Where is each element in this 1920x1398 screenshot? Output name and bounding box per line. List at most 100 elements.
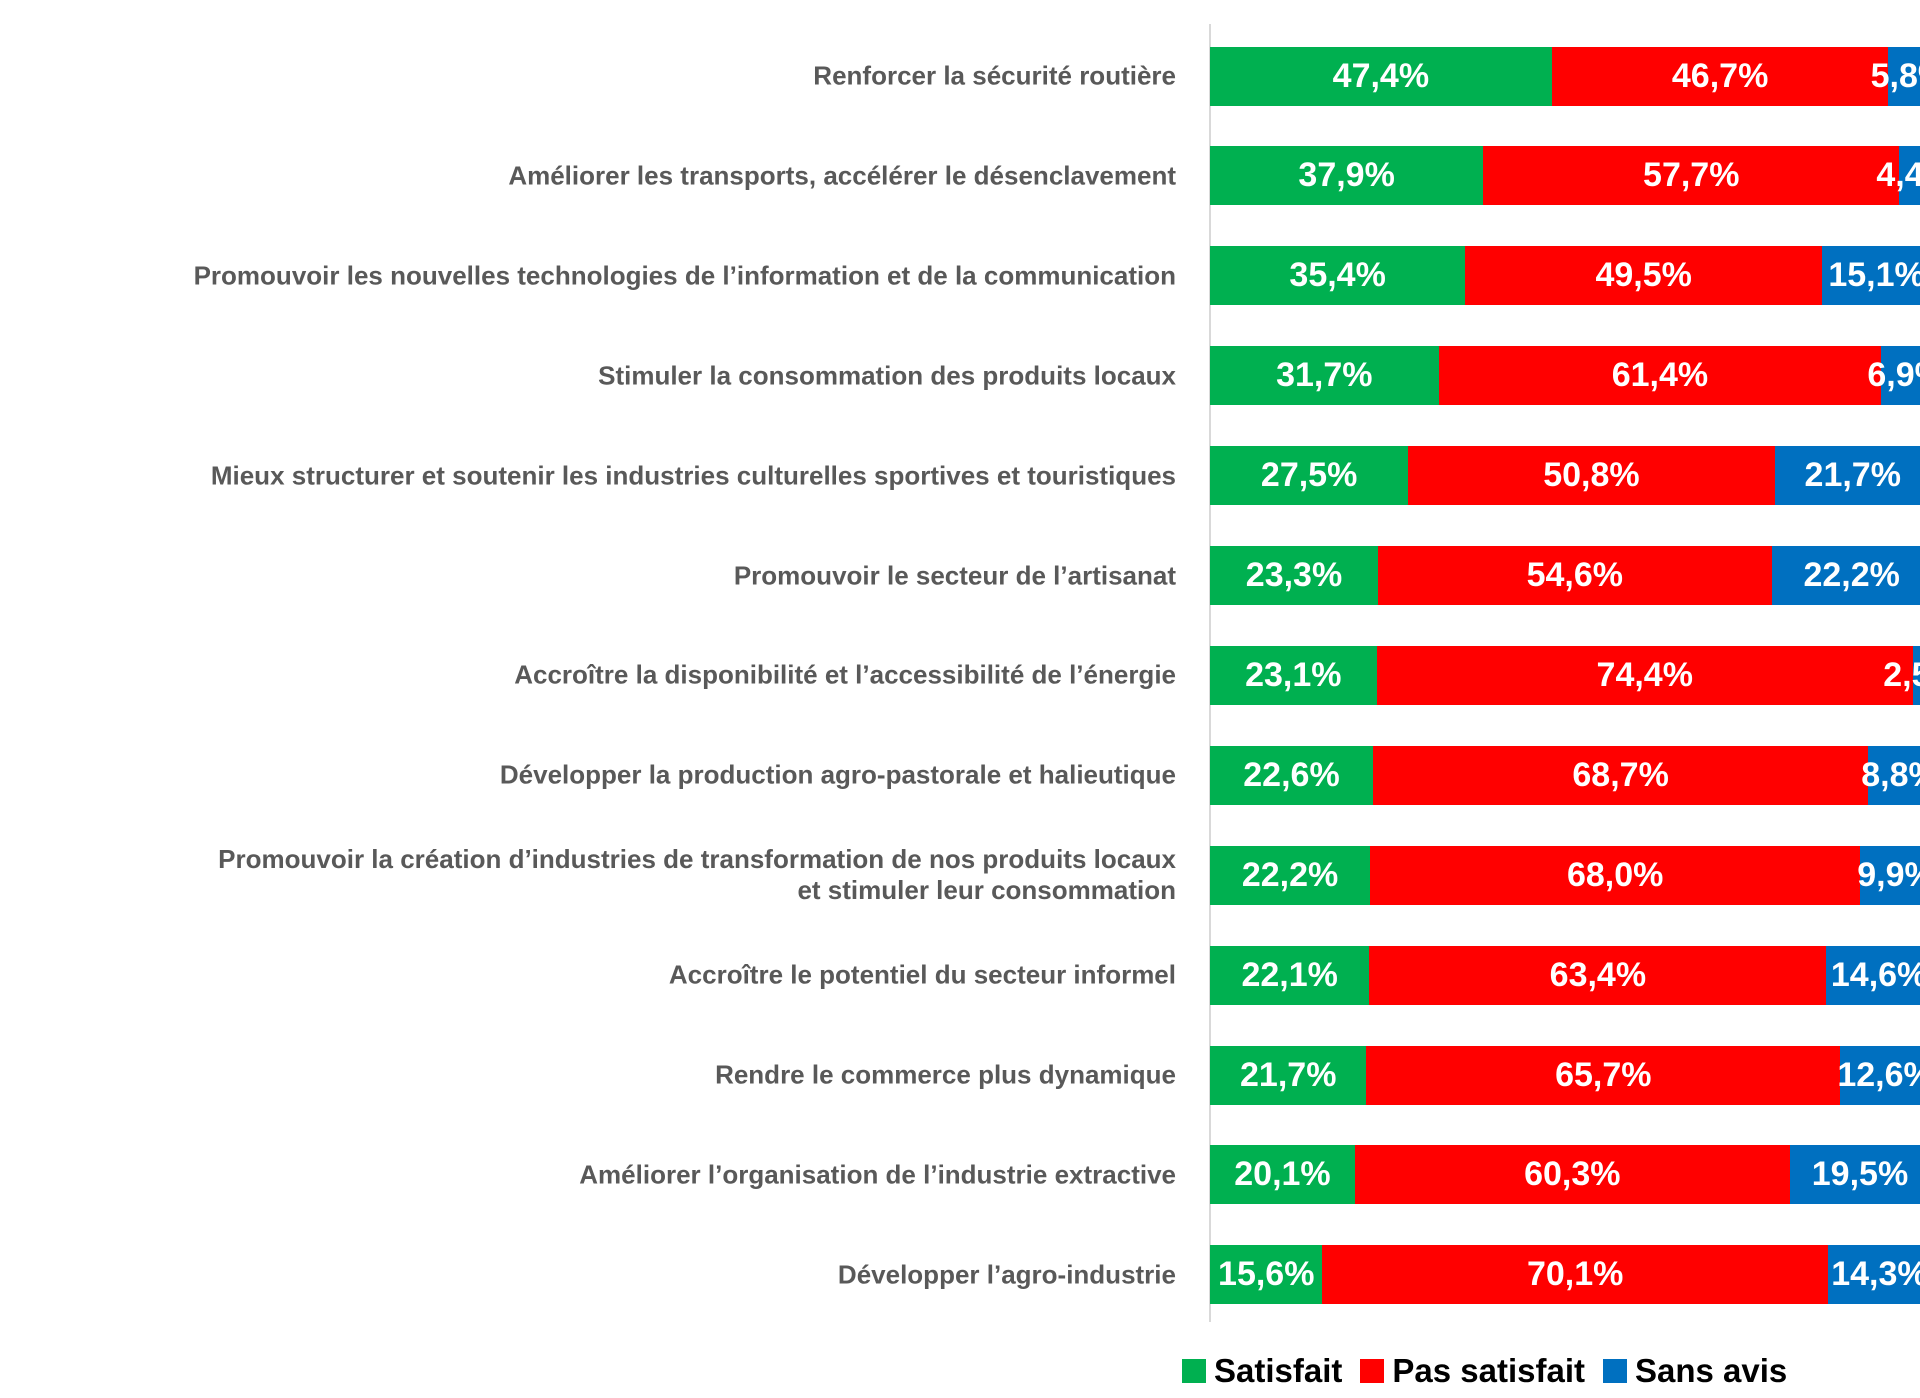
value-label: 14,3% (1831, 1255, 1920, 1294)
bar-segment: 22,6% (1210, 745, 1373, 805)
bar-segment: 35,4% (1210, 246, 1466, 306)
bar-segment: 70,1% (1322, 1245, 1828, 1305)
category-label: Développer la production agro-pastorale … (499, 759, 1176, 790)
value-label: 54,6% (1526, 556, 1624, 594)
bar-segment: 12,6% (1837, 1045, 1920, 1105)
value-label: 14,6% (1830, 955, 1920, 994)
value-label: 8,8% (1861, 755, 1920, 794)
category-label: Améliorer l’organisation de l’industrie … (579, 1159, 1176, 1190)
bar-segment: 4,4% (1876, 146, 1920, 206)
value-label: 49,5% (1595, 256, 1692, 295)
bar-segment: 23,1% (1210, 645, 1377, 705)
bar-segment: 22,2% (1771, 546, 1920, 605)
legend-label: Satisfait (1214, 1352, 1343, 1389)
bar-segment: 2,5% (1883, 645, 1920, 705)
value-label: 35,4% (1289, 256, 1386, 295)
bar-segment: 74,4% (1376, 645, 1913, 705)
value-label: 22,2% (1803, 556, 1900, 594)
bar-segment: 19,5% (1789, 1145, 1920, 1205)
value-label: 70,1% (1526, 1255, 1624, 1294)
category-label: Promouvoir les nouvelles technologies de… (193, 260, 1176, 291)
value-label: 63,4% (1549, 955, 1647, 994)
bar-segment: 6,9% (1867, 346, 1920, 406)
bar-segment: 22,1% (1210, 945, 1370, 1005)
bar-segment: 65,7% (1366, 1045, 1841, 1105)
bar-segment: 47,4% (1210, 46, 1552, 106)
value-label: 20,1% (1234, 1155, 1331, 1194)
legend: Satisfait Pas satisfait Sans avis (1182, 1352, 1787, 1390)
value-label: 50,8% (1543, 456, 1640, 495)
legend-item: Sans avis (1602, 1352, 1788, 1390)
category-label: Renforcer la sécurité routière (813, 60, 1176, 91)
legend-swatch (1360, 1359, 1385, 1383)
bar-segment: 14,6% (1826, 945, 1920, 1005)
bar-segment: 60,3% (1354, 1145, 1790, 1205)
bar-segment: 5,8% (1871, 46, 1920, 106)
bar-segment: 68,0% (1370, 845, 1861, 905)
category-label: Stimuler la consommation des produits lo… (598, 360, 1176, 391)
category-label: Développer l’agro-industrie (837, 1259, 1176, 1290)
bar-segment: 27,5% (1210, 446, 1409, 506)
bar-segment: 9,9% (1857, 845, 1920, 905)
bar-segment: 15,6% (1210, 1245, 1323, 1305)
value-label: 68,0% (1566, 855, 1664, 894)
value-label: 60,3% (1524, 1155, 1621, 1194)
category-label: Accroître le potentiel du secteur inform… (668, 959, 1176, 990)
bar-segment: 57,7% (1483, 146, 1900, 206)
value-label: 12,6% (1837, 1055, 1920, 1094)
bar-segment: 61,4% (1438, 346, 1882, 406)
category-label: Améliorer les transports, accélérer le d… (508, 160, 1176, 191)
bar-segment: 14,3% (1827, 1245, 1920, 1305)
legend-label: Pas satisfait (1392, 1352, 1585, 1389)
bar-segment: 15,1% (1822, 246, 1920, 306)
value-label: 23,3% (1245, 556, 1343, 594)
bar-segment: 54,6% (1377, 546, 1772, 605)
value-label: 65,7% (1555, 1055, 1652, 1094)
value-label: 15,6% (1218, 1255, 1315, 1294)
legend-label: Sans avis (1634, 1352, 1788, 1389)
bar-segment: 63,4% (1369, 945, 1827, 1005)
bar-segment: 49,5% (1465, 246, 1823, 306)
value-label: 37,9% (1298, 156, 1395, 195)
category-label: Rendre le commerce plus dynamique (715, 1059, 1176, 1090)
bar-segment: 8,8% (1861, 745, 1920, 805)
value-label: 21,7% (1240, 1055, 1337, 1094)
bar-segment: 46,7% (1551, 46, 1889, 106)
category-label: Promouvoir la création d’industries de t… (218, 844, 1176, 906)
value-label: 5,8% (1870, 56, 1920, 95)
value-label: 23,1% (1245, 655, 1342, 694)
value-label: 19,5% (1811, 1155, 1909, 1194)
value-label: 2,5% (1883, 655, 1920, 694)
value-label: 27,5% (1260, 456, 1358, 495)
bar-segment: 31,7% (1210, 346, 1439, 406)
value-label: 46,7% (1671, 56, 1769, 95)
value-label: 22,6% (1243, 755, 1340, 794)
bar-segment: 50,8% (1408, 446, 1775, 506)
legend-swatch (1602, 1359, 1627, 1383)
value-label: 61,4% (1611, 356, 1709, 395)
bar-segment: 22,2% (1210, 845, 1371, 905)
legend-item: Satisfait (1182, 1352, 1342, 1390)
value-label: 6,9% (1867, 356, 1920, 395)
category-label: Mieux structurer et soutenir les industr… (210, 460, 1176, 490)
value-label: 68,7% (1572, 755, 1669, 794)
value-label: 47,4% (1332, 56, 1430, 95)
bar-segment: 37,9% (1210, 146, 1484, 206)
legend-item: Pas satisfait (1360, 1352, 1585, 1390)
value-label: 22,1% (1241, 955, 1338, 994)
bar-segment: 23,3% (1210, 546, 1378, 605)
value-label: 15,1% (1828, 256, 1920, 295)
value-label: 74,4% (1596, 655, 1693, 694)
value-label: 31,7% (1276, 356, 1373, 395)
category-label: Promouvoir le secteur de l’artisanat (733, 559, 1176, 590)
value-label: 9,9% (1857, 855, 1920, 894)
category-label: Accroître la disponibilité et l’accessib… (514, 659, 1176, 690)
value-label: 4,4% (1876, 156, 1920, 195)
value-label: 21,7% (1804, 456, 1901, 495)
bar-segment: 21,7% (1210, 1045, 1367, 1105)
value-label: 22,2% (1241, 855, 1339, 894)
value-label: 57,7% (1643, 156, 1740, 195)
legend-swatch (1182, 1359, 1206, 1383)
bar-segment: 20,1% (1210, 1145, 1355, 1205)
